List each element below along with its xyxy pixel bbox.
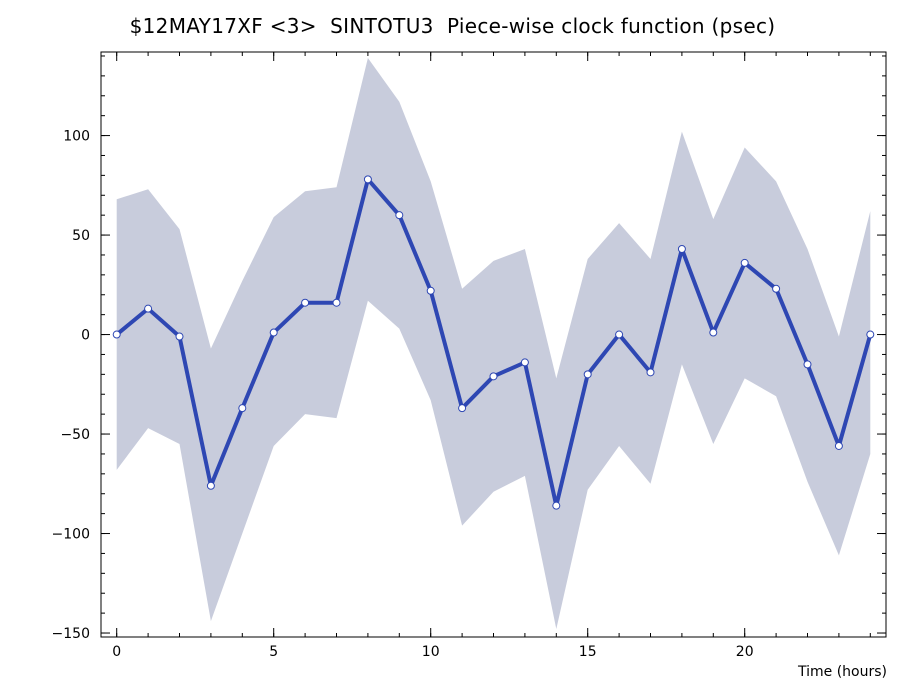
- data-point: [112, 330, 121, 339]
- y-tick-label: 50: [72, 228, 90, 244]
- y-tick-label: 0: [81, 328, 90, 344]
- y-tick-label: 100: [63, 129, 90, 145]
- data-point: [677, 244, 686, 253]
- data-point: [615, 330, 624, 339]
- data-point: [175, 332, 184, 341]
- chart-title: $12MAY17XF <3> SINTOTU3 Piece-wise clock…: [129, 14, 776, 38]
- data-point: [520, 358, 529, 367]
- data-point: [144, 304, 153, 313]
- data-point: [709, 328, 718, 337]
- data-point: [206, 481, 215, 490]
- data-point: [301, 298, 310, 307]
- data-point: [458, 404, 467, 413]
- x-tick-label: 0: [112, 644, 121, 660]
- data-point: [489, 372, 498, 381]
- data-point: [803, 360, 812, 369]
- x-tick-label: 5: [269, 644, 278, 660]
- data-point: [332, 298, 341, 307]
- uncertainty-band: [116, 57, 871, 630]
- y-tick-label: −50: [60, 427, 90, 443]
- data-point: [269, 328, 278, 337]
- x-axis-label: Time (hours): [798, 664, 887, 680]
- data-point: [426, 286, 435, 295]
- data-point: [238, 404, 247, 413]
- data-point: [740, 258, 749, 267]
- data-point: [552, 501, 561, 510]
- y-tick-label: −100: [52, 527, 90, 543]
- data-point: [583, 370, 592, 379]
- y-tick-label: −150: [52, 626, 90, 642]
- data-point: [772, 284, 781, 293]
- data-point: [834, 441, 843, 450]
- data-point: [646, 368, 655, 377]
- x-tick-label: 20: [736, 644, 754, 660]
- x-tick-label: 10: [422, 644, 440, 660]
- data-point: [866, 330, 875, 339]
- x-tick-label: 15: [579, 644, 597, 660]
- data-point: [363, 175, 372, 184]
- data-point: [395, 211, 404, 220]
